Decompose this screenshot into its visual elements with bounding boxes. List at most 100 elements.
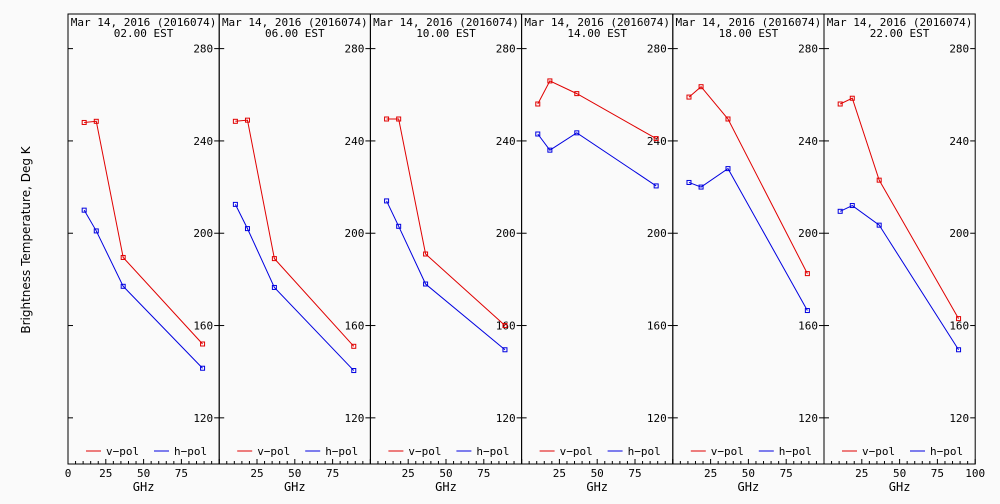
data-point-v-pol <box>244 117 250 123</box>
y-tick-label: 240 <box>798 135 818 148</box>
y-axis-label: Brightness Temperature, Deg K <box>19 145 33 333</box>
x-tick-label: 25 <box>250 467 263 480</box>
legend-label-h-pol: h−pol <box>628 445 661 458</box>
x-tick-label: 100 <box>965 467 985 480</box>
x-axis-label: GHz <box>435 480 457 494</box>
data-point-h-pol <box>384 198 390 204</box>
x-axis-label: GHz <box>133 480 155 494</box>
data-point-v-pol <box>351 343 357 349</box>
data-point-v-pol <box>956 316 962 322</box>
data-point-v-pol <box>849 95 855 101</box>
data-point-h-pol <box>849 203 855 209</box>
panel-title: Mar 14, 2016 (2016074) <box>676 16 822 29</box>
x-tick-label: 25 <box>553 467 566 480</box>
series-line-h-pol <box>839 204 959 351</box>
x-tick-label: 75 <box>326 467 339 480</box>
panel-subtitle: 06.00 EST <box>265 27 325 40</box>
data-point-h-pol <box>876 222 882 228</box>
y-tick-label: 240 <box>496 135 516 148</box>
series-line-v-pol <box>84 120 203 345</box>
series-line-h-pol <box>234 204 355 371</box>
y-tick-label: 120 <box>496 412 516 425</box>
data-point-h-pol <box>502 347 508 353</box>
y-tick-label: 120 <box>345 412 365 425</box>
y-tick-label: 240 <box>345 135 365 148</box>
y-tick-label: 280 <box>647 43 667 56</box>
data-point-h-pol <box>653 183 659 189</box>
data-point-h-pol <box>93 228 99 234</box>
y-tick-label: 200 <box>647 227 667 240</box>
panel-title: Mar 14, 2016 (2016074) <box>524 16 670 29</box>
panel-subtitle: 02.00 EST <box>114 27 174 40</box>
data-point-h-pol <box>535 131 541 137</box>
x-tick-label: 25 <box>99 467 112 480</box>
data-point-h-pol <box>81 207 87 213</box>
data-point-v-pol <box>698 84 704 90</box>
data-point-v-pol <box>876 177 882 183</box>
series-line-v-pol <box>688 85 808 274</box>
legend-label-v-pol: v−pol <box>408 445 441 458</box>
data-point-h-pol <box>956 347 962 353</box>
y-tick-label: 280 <box>949 43 969 56</box>
y-tick-label: 280 <box>345 43 365 56</box>
series-line-v-pol <box>839 97 960 319</box>
y-tick-label: 280 <box>798 43 818 56</box>
data-point-h-pol <box>232 201 238 207</box>
legend-label-v-pol: v−pol <box>711 445 744 458</box>
legend-label-v-pol: v−pol <box>862 445 895 458</box>
y-tick-label: 120 <box>949 412 969 425</box>
data-point-v-pol <box>653 136 659 142</box>
x-axis-label: GHz <box>889 480 911 494</box>
x-tick-label: 50 <box>893 467 906 480</box>
data-point-v-pol <box>837 101 843 107</box>
legend-label-h-pol: h−pol <box>325 445 358 458</box>
data-point-h-pol <box>804 308 810 314</box>
series-line-v-pol <box>235 119 355 347</box>
panel-title: Mar 14, 2016 (2016074) <box>71 16 217 29</box>
data-point-h-pol <box>423 281 429 287</box>
series-line-h-pol <box>688 167 808 311</box>
y-tick-label: 200 <box>345 227 365 240</box>
data-point-h-pol <box>396 223 402 229</box>
y-tick-label: 120 <box>647 412 667 425</box>
panel-title: Mar 14, 2016 (2016074) <box>827 16 973 29</box>
panel-title: Mar 14, 2016 (2016074) <box>222 16 368 29</box>
data-point-h-pol <box>271 284 277 290</box>
y-tick-label: 200 <box>949 227 969 240</box>
data-point-v-pol <box>686 94 692 100</box>
panel-subtitle: 10.00 EST <box>416 27 476 40</box>
panel-subtitle: 22.00 EST <box>870 27 930 40</box>
y-tick-label: 160 <box>949 320 969 333</box>
y-tick-label: 160 <box>647 320 667 333</box>
legend-label-h-pol: h−pol <box>930 445 963 458</box>
series-line-v-pol <box>386 118 506 326</box>
panel-6: Mar 14, 2016 (2016074)22.00 EST 120 160 200… <box>823 13 985 494</box>
data-point-v-pol <box>535 101 541 107</box>
y-tick-label: 240 <box>949 135 969 148</box>
y-tick-label: 120 <box>798 412 818 425</box>
data-point-v-pol <box>396 116 402 122</box>
series-line-h-pol <box>386 200 506 351</box>
legend-label-v-pol: v−pol <box>257 445 290 458</box>
y-tick-label: 200 <box>496 227 516 240</box>
data-point-v-pol <box>271 256 277 262</box>
data-point-h-pol <box>244 226 250 232</box>
panel-subtitle: 14.00 EST <box>567 27 627 40</box>
data-point-v-pol <box>93 118 99 124</box>
panel-1: Mar 14, 2016 (2016074)02.00 EST 120 160 200… <box>65 13 220 494</box>
panel-subtitle: 18.00 EST <box>719 27 779 40</box>
panel-3: Mar 14, 2016 (2016074)10.00 EST 120 160 200… <box>369 13 523 494</box>
y-tick-label: 240 <box>647 135 667 148</box>
data-point-v-pol <box>384 116 390 122</box>
panel-5: Mar 14, 2016 (2016074)18.00 EST 120 160 200… <box>672 13 825 494</box>
x-tick-label: 75 <box>628 467 641 480</box>
x-tick-label: 75 <box>175 467 188 480</box>
data-point-h-pol <box>574 130 580 136</box>
data-point-h-pol <box>725 166 731 172</box>
data-point-v-pol <box>120 254 126 260</box>
x-tick-label: 50 <box>591 467 604 480</box>
x-tick-label: 0 <box>65 467 72 480</box>
y-tick-label: 160 <box>496 320 516 333</box>
x-axis-label: GHz <box>738 480 760 494</box>
x-tick-label: 75 <box>931 467 944 480</box>
